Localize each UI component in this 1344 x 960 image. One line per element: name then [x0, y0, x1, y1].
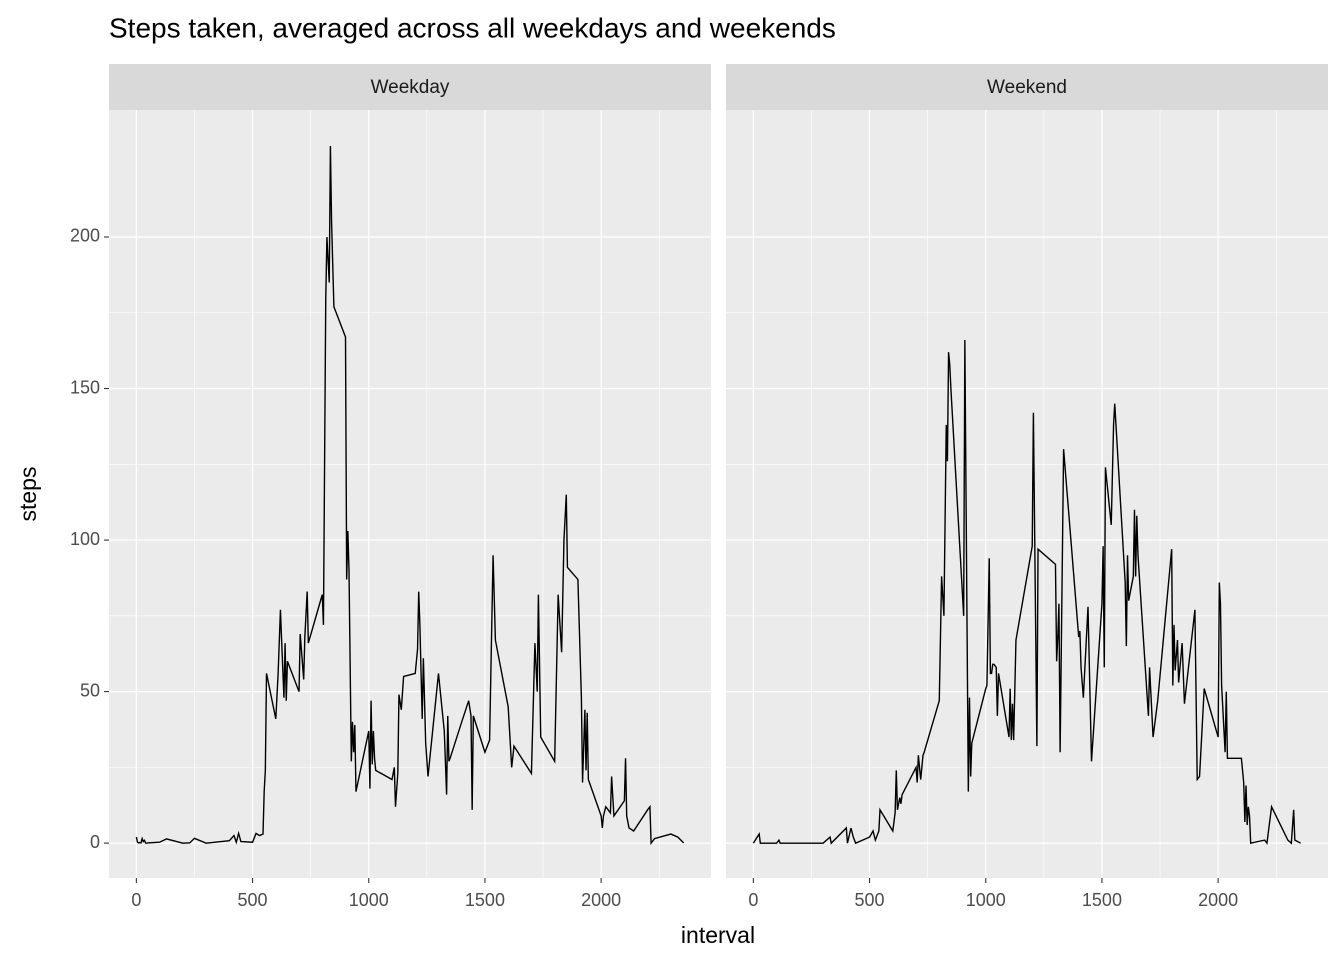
data-line	[752, 340, 1301, 845]
y-tick-label: 0	[90, 832, 100, 852]
y-tick-label: 100	[70, 529, 100, 549]
x-tick-label: 0	[748, 890, 758, 910]
x-tick-label: 1000	[349, 890, 389, 910]
strip-label: Weekday	[371, 77, 450, 98]
data-line	[135, 146, 685, 846]
strip-background	[109, 64, 711, 110]
x-tick-label: 1500	[1082, 890, 1122, 910]
y-tick-label: 150	[70, 377, 100, 397]
strip-background	[726, 64, 1328, 110]
x-tick-label: 1000	[966, 890, 1006, 910]
strip-label: Weekend	[987, 77, 1067, 98]
x-tick-label: 2000	[1198, 890, 1238, 910]
x-tick-label: 2000	[581, 890, 621, 910]
chart-title: Steps taken, averaged across all weekday…	[109, 12, 836, 43]
y-axis-title: steps	[15, 467, 41, 522]
x-tick-label: 1500	[465, 890, 505, 910]
x-tick-label: 500	[238, 890, 268, 910]
y-tick-label: 200	[70, 226, 100, 246]
x-axis-title: interval	[681, 922, 755, 948]
panel-background	[726, 110, 1328, 878]
x-tick-label: 0	[131, 890, 141, 910]
panel-background	[109, 110, 711, 878]
y-tick-label: 50	[80, 680, 100, 700]
x-tick-label: 500	[855, 890, 885, 910]
